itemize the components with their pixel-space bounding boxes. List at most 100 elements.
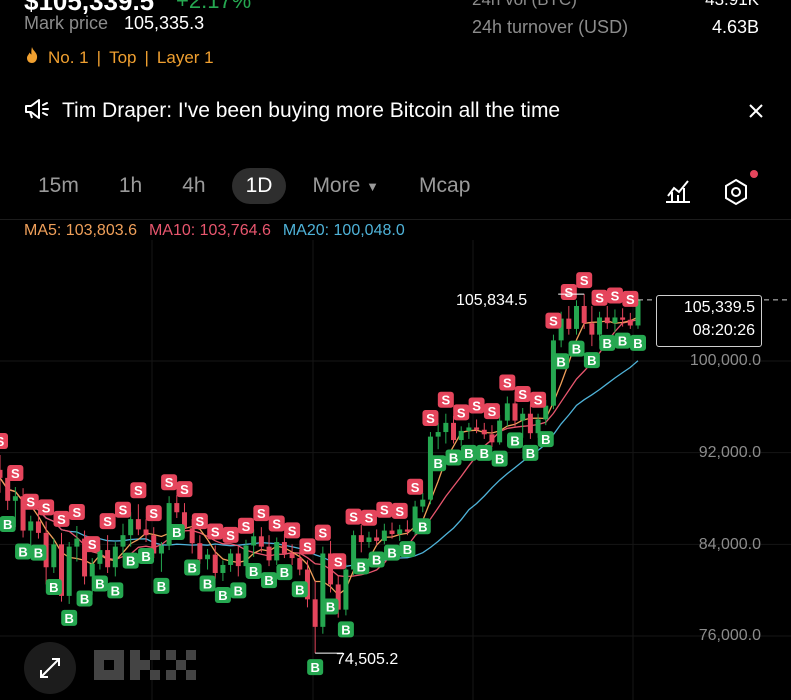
tab-mcap[interactable]: Mcap	[419, 174, 471, 197]
sell-marker-bg	[560, 284, 577, 300]
candle-body	[497, 420, 503, 443]
buy-marker-bg	[445, 449, 462, 466]
buy-marker: B	[49, 580, 58, 595]
sell-marker: S	[196, 514, 205, 529]
close-icon[interactable]	[748, 98, 764, 126]
candle-body	[112, 546, 118, 568]
gear-icon[interactable]	[722, 178, 750, 211]
tag-top[interactable]: Top	[109, 47, 137, 67]
candle-body	[527, 413, 533, 434]
sell-marker-bg	[38, 499, 55, 516]
tag-layer[interactable]: Layer 1	[156, 47, 214, 67]
candle-body	[297, 558, 303, 570]
buy-marker-bg	[507, 432, 524, 449]
buy-marker: B	[495, 452, 504, 467]
candle-body	[89, 563, 95, 577]
tab-1h[interactable]: 1h	[118, 174, 143, 197]
moving-average-legend: MA5: 103,803.6 MA10: 103,764.6 MA20: 100…	[24, 222, 405, 240]
sell-marker-bg	[345, 508, 362, 525]
candle-body	[389, 530, 395, 535]
turnover-value: 4.63B	[711, 17, 759, 37]
buy-marker: B	[418, 519, 427, 534]
buy-marker-bg	[384, 544, 401, 561]
candle-body	[197, 543, 203, 560]
sell-marker: S	[488, 404, 497, 419]
buy-marker-bg	[353, 558, 370, 575]
candle-body	[28, 521, 34, 531]
sell-marker-bg	[222, 526, 239, 543]
buy-marker: B	[111, 583, 120, 598]
candle-body	[20, 496, 26, 531]
buy-marker-bg	[214, 587, 231, 603]
expand-button[interactable]	[24, 642, 76, 694]
sell-marker-bg	[268, 515, 285, 532]
y-tick-label: 76,000.0	[698, 627, 761, 644]
buy-marker: B	[218, 588, 227, 603]
sell-marker-bg	[176, 481, 193, 498]
candle-body	[543, 405, 549, 420]
buy-marker-bg	[184, 559, 201, 576]
sell-marker-bg	[84, 536, 101, 553]
ma5-value: MA5: 103,803.6	[24, 222, 137, 239]
buy-marker-bg	[107, 582, 124, 599]
candle-body	[120, 535, 126, 547]
candle-body	[381, 530, 387, 541]
sell-marker: S	[626, 292, 635, 307]
candle-body	[320, 553, 326, 627]
buy-marker-bg	[245, 562, 262, 579]
candle-body	[458, 430, 464, 441]
candle-body	[420, 499, 426, 507]
sell-marker: S	[472, 398, 481, 413]
sell-marker-bg	[437, 391, 454, 408]
tab-4h[interactable]: 4h	[182, 174, 206, 197]
sell-marker-bg	[514, 385, 531, 402]
volume-value: 43.91K	[705, 0, 759, 10]
buy-marker-bg	[15, 543, 32, 560]
buy-marker: B	[357, 559, 366, 574]
sell-marker: S	[288, 523, 297, 538]
sell-marker: S	[549, 314, 558, 329]
buy-marker-bg	[168, 523, 185, 540]
buy-marker: B	[480, 446, 489, 461]
candle-body	[0, 469, 3, 478]
sell-marker-bg	[468, 397, 485, 414]
buy-marker: B	[633, 336, 642, 351]
candle-body	[228, 553, 234, 565]
buy-marker: B	[433, 456, 442, 471]
buy-marker-bg	[276, 564, 293, 581]
news-banner[interactable]: Tim Draper: I've been buying more Bitcoi…	[24, 96, 764, 126]
sell-marker: S	[42, 500, 51, 515]
buy-marker: B	[464, 446, 473, 461]
low-price-label: 74,505.2	[336, 651, 399, 668]
sell-marker-bg	[330, 553, 347, 570]
sell-marker-bg	[207, 523, 224, 540]
tab-1d[interactable]: 1D	[231, 168, 287, 204]
expand-icon	[40, 658, 60, 678]
buy-marker-bg	[460, 444, 477, 461]
sell-marker-bg	[606, 287, 623, 304]
buy-marker: B	[618, 334, 627, 349]
buy-marker-bg	[122, 552, 139, 569]
candle-body	[251, 536, 257, 546]
tag-separator: |	[96, 47, 102, 67]
sell-marker-bg	[7, 465, 24, 482]
sell-marker: S	[380, 503, 389, 518]
candle-body	[435, 432, 441, 437]
tab-15m[interactable]: 15m	[38, 174, 79, 197]
buy-marker: B	[603, 336, 612, 351]
buy-marker: B	[157, 579, 166, 594]
sell-marker-bg	[68, 504, 85, 520]
candle-body	[504, 403, 510, 421]
tab-more[interactable]: More ▼	[298, 168, 393, 204]
indicator-chart-icon[interactable]	[664, 178, 692, 209]
news-headline[interactable]: Tim Draper: I've been buying more Bitcoi…	[62, 99, 561, 122]
candle-body	[612, 317, 618, 324]
sell-marker-bg	[499, 374, 516, 391]
candlestick-chart[interactable]: SBSBSBSBSBSBSBSBSBSBSBSBSBSBSBSBSBSBSBSB…	[0, 240, 791, 700]
candle-body	[412, 506, 418, 532]
buy-marker-bg	[307, 659, 324, 676]
buy-marker-bg	[138, 548, 155, 565]
tag-rank[interactable]: No. 1	[48, 47, 89, 67]
buy-marker: B	[372, 552, 381, 567]
okx-logo	[94, 650, 198, 685]
